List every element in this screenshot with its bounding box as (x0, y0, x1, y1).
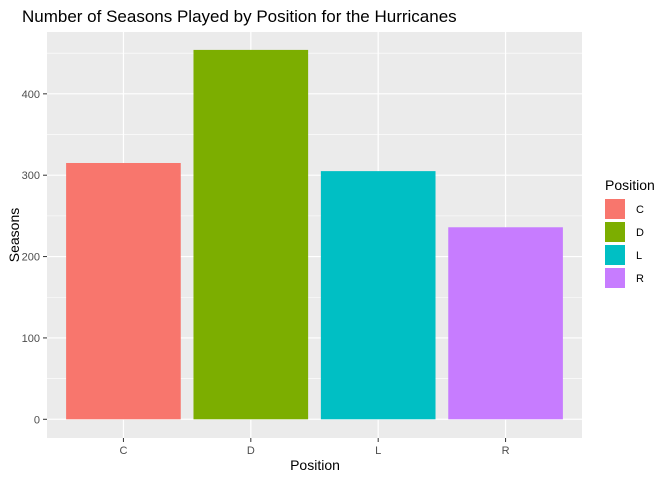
x-tick-label: D (247, 445, 255, 457)
legend-label: D (636, 227, 644, 239)
y-tick-label: 200 (22, 252, 40, 264)
chart-title: Number of Seasons Played by Position for… (22, 7, 457, 26)
x-tick-label: C (119, 445, 127, 457)
bar-R (448, 227, 563, 420)
bar-C (66, 162, 181, 420)
y-tick-label: 300 (22, 170, 40, 182)
legend-label: L (636, 250, 642, 262)
legend-label: C (636, 204, 644, 216)
legend-key-D (605, 222, 625, 242)
legend-label: R (636, 273, 644, 285)
y-axis-title: Seasons (6, 208, 22, 262)
legend-key-L (605, 245, 625, 265)
x-tick-label: R (502, 445, 510, 457)
legend-title: Position (605, 177, 655, 193)
bar-D (193, 49, 309, 420)
y-tick-label: 100 (22, 333, 40, 345)
bar-L (320, 171, 436, 420)
x-axis-title: Position (290, 457, 340, 473)
legend-key-C (605, 199, 625, 219)
x-tick-label: L (375, 445, 381, 457)
y-axis: 0 100 200 300 400 (22, 89, 47, 426)
legend-key-R (605, 268, 625, 288)
y-tick-label: 0 (34, 414, 40, 426)
bars-group (66, 49, 563, 420)
y-tick-label: 400 (22, 89, 40, 101)
